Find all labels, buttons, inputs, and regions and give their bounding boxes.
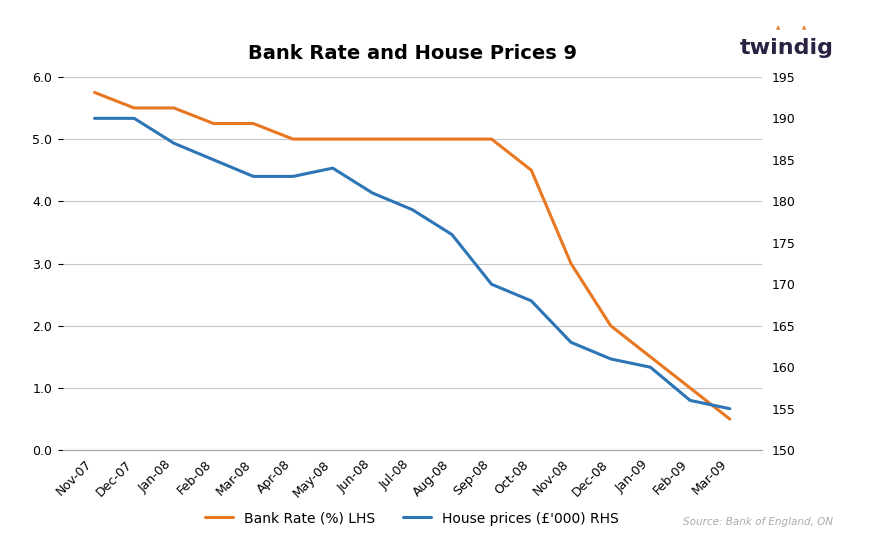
Text: twindig: twindig (739, 38, 833, 58)
Text: ▲: ▲ (776, 25, 780, 30)
Text: ▲: ▲ (803, 25, 806, 30)
Text: Bank Rate and House Prices 9: Bank Rate and House Prices 9 (247, 44, 577, 63)
Text: Source: Bank of England, ON: Source: Bank of England, ON (684, 517, 833, 527)
Legend: Bank Rate (%) LHS, House prices (£'000) RHS: Bank Rate (%) LHS, House prices (£'000) … (200, 506, 625, 531)
